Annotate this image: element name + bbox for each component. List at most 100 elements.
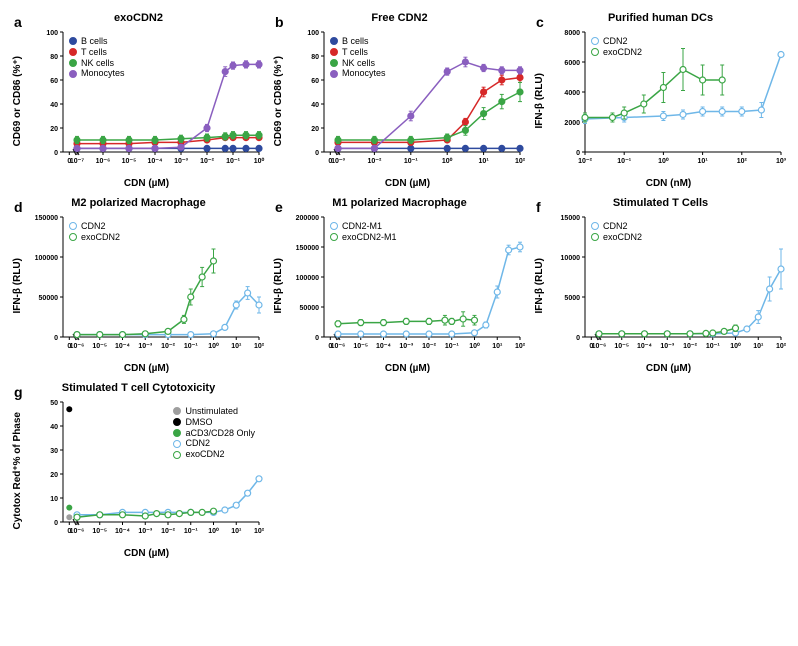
svg-text:40: 40 [311, 102, 319, 109]
legend-label: aCD3/CD28 Only [185, 428, 255, 439]
legend-item: exoCDN2 [69, 232, 120, 243]
legend-label: CDN2 [603, 36, 628, 47]
chart-title: exoCDN2 [12, 12, 265, 24]
svg-text:10⁻³: 10⁻³ [399, 343, 413, 350]
legend-label: DMSO [185, 417, 212, 428]
panel-b: b Free CDN2 CD69 or CD86 (%⁺) 0204060801… [273, 12, 526, 189]
x-axis-label: CDN (µM) [289, 363, 526, 374]
svg-text:0: 0 [315, 150, 319, 157]
legend-item: CDN2-M1 [330, 221, 397, 232]
svg-text:10⁻⁵: 10⁻⁵ [353, 343, 368, 350]
legend-label: CDN2 [81, 221, 106, 232]
svg-text:100: 100 [307, 30, 319, 37]
svg-text:0: 0 [576, 335, 580, 342]
svg-text:2000: 2000 [564, 120, 580, 127]
svg-text:40: 40 [50, 102, 58, 109]
legend-label: T cells [81, 47, 107, 58]
svg-text:10⁻³: 10⁻³ [138, 528, 152, 535]
svg-text:10¹: 10¹ [753, 343, 764, 350]
legend-label: exoCDN2 [81, 232, 120, 243]
svg-text:10: 10 [50, 496, 58, 503]
legend: CDN2exoCDN2 [591, 36, 642, 58]
legend-label: T cells [342, 47, 368, 58]
x-axis-label: CDN (µM) [28, 548, 265, 559]
svg-text:10²: 10² [737, 158, 748, 165]
legend-label: exoCDN2-M1 [342, 232, 397, 243]
svg-text:10⁻⁷: 10⁻⁷ [70, 158, 84, 165]
legend-label: Unstimulated [185, 406, 238, 417]
svg-text:10⁻²: 10⁻² [161, 343, 175, 350]
svg-text:20: 20 [50, 126, 58, 133]
legend-label: Monocytes [81, 68, 125, 79]
legend-item: T cells [69, 47, 125, 58]
panel-c: c Purified human DCs IFN-β (RLU) 0200040… [534, 12, 787, 189]
svg-text:100000: 100000 [35, 255, 58, 262]
legend-item: NK cells [330, 58, 386, 69]
svg-text:20: 20 [311, 126, 319, 133]
svg-text:10⁻²: 10⁻² [422, 343, 436, 350]
legend-label: NK cells [81, 58, 114, 69]
chart-title: M1 polarized Macrophage [273, 197, 526, 209]
legend-item: CDN2 [591, 36, 642, 47]
chart-svg: 020406080100010⁻⁷10⁻⁶10⁻⁵10⁻⁴10⁻³10⁻²10⁻… [25, 26, 265, 176]
chart-svg: 050001000015000010⁻⁶10⁻⁵10⁻⁴10⁻³10⁻²10⁻¹… [547, 211, 787, 361]
legend: CDN2-M1exoCDN2-M1 [330, 221, 397, 243]
svg-text:10⁻⁴: 10⁻⁴ [148, 158, 163, 165]
svg-text:30: 30 [50, 448, 58, 455]
chart-title: Stimulated T cell Cytotoxicity [12, 382, 265, 394]
svg-text:100: 100 [46, 30, 58, 37]
legend-item: exoCDN2 [591, 232, 642, 243]
y-axis-label: CD69 or CD86 (%⁺) [273, 56, 284, 146]
svg-text:5000: 5000 [564, 295, 580, 302]
svg-text:10⁻³: 10⁻³ [331, 158, 345, 165]
svg-text:200000: 200000 [296, 215, 319, 222]
svg-text:10⁻²: 10⁻² [683, 343, 697, 350]
svg-text:10⁻⁴: 10⁻⁴ [115, 528, 130, 535]
svg-text:50000: 50000 [39, 295, 59, 302]
panel-e: e M1 polarized Macrophage IFN-β (RLU) 05… [273, 197, 526, 374]
svg-text:10⁻¹: 10⁻¹ [445, 343, 459, 350]
svg-text:10⁰: 10⁰ [658, 157, 669, 165]
svg-text:50000: 50000 [300, 305, 320, 312]
legend: B cellsT cellsNK cellsMonocytes [69, 36, 125, 79]
x-axis-label: CDN (nM) [550, 178, 787, 189]
y-axis-label: IFN-β (RLU) [273, 258, 284, 314]
legend-item: CDN2 [173, 438, 255, 449]
legend: B cellsT cellsNK cellsMonocytes [330, 36, 386, 79]
svg-text:10¹: 10¹ [698, 158, 709, 165]
x-axis-label: CDN (µM) [28, 363, 265, 374]
svg-text:10⁻⁶: 10⁻⁶ [331, 343, 346, 350]
svg-text:10⁻¹: 10⁻¹ [404, 158, 418, 165]
legend-label: NK cells [342, 58, 375, 69]
legend-item: DMSO [173, 417, 255, 428]
legend-item: exoCDN2 [173, 449, 255, 460]
svg-text:10⁻¹: 10⁻¹ [226, 158, 240, 165]
svg-text:0: 0 [54, 335, 58, 342]
svg-text:60: 60 [50, 78, 58, 85]
svg-text:10¹: 10¹ [231, 528, 242, 535]
svg-text:0: 0 [54, 150, 58, 157]
svg-text:150000: 150000 [35, 215, 58, 222]
legend: UnstimulatedDMSOaCD3/CD28 OnlyCDN2exoCDN… [173, 406, 255, 460]
svg-text:10⁻²: 10⁻² [161, 528, 175, 535]
chart-title: Purified human DCs [534, 12, 787, 24]
legend-item: CDN2 [591, 221, 642, 232]
svg-text:10²: 10² [254, 528, 265, 535]
svg-text:10000: 10000 [561, 255, 581, 262]
legend-item: NK cells [69, 58, 125, 69]
svg-text:80: 80 [50, 54, 58, 61]
svg-text:10²: 10² [515, 343, 526, 350]
x-axis-label: CDN (µM) [289, 178, 526, 189]
legend: CDN2exoCDN2 [69, 221, 120, 243]
svg-text:10⁻⁶: 10⁻⁶ [96, 158, 111, 165]
svg-text:50: 50 [50, 400, 58, 407]
panel-a: a exoCDN2 CD69 or CD86 (%⁺) 020406080100… [12, 12, 265, 189]
svg-text:10⁰: 10⁰ [208, 342, 219, 350]
legend-item: Monocytes [69, 68, 125, 79]
svg-text:10⁻⁶: 10⁻⁶ [592, 343, 607, 350]
svg-text:60: 60 [311, 78, 319, 85]
legend-label: CDN2 [185, 438, 210, 449]
legend-label: exoCDN2 [603, 47, 642, 58]
chart-svg: 050000100000150000010⁻⁶10⁻⁵10⁻⁴10⁻³10⁻²1… [25, 211, 265, 361]
svg-text:10⁻¹: 10⁻¹ [617, 158, 631, 165]
